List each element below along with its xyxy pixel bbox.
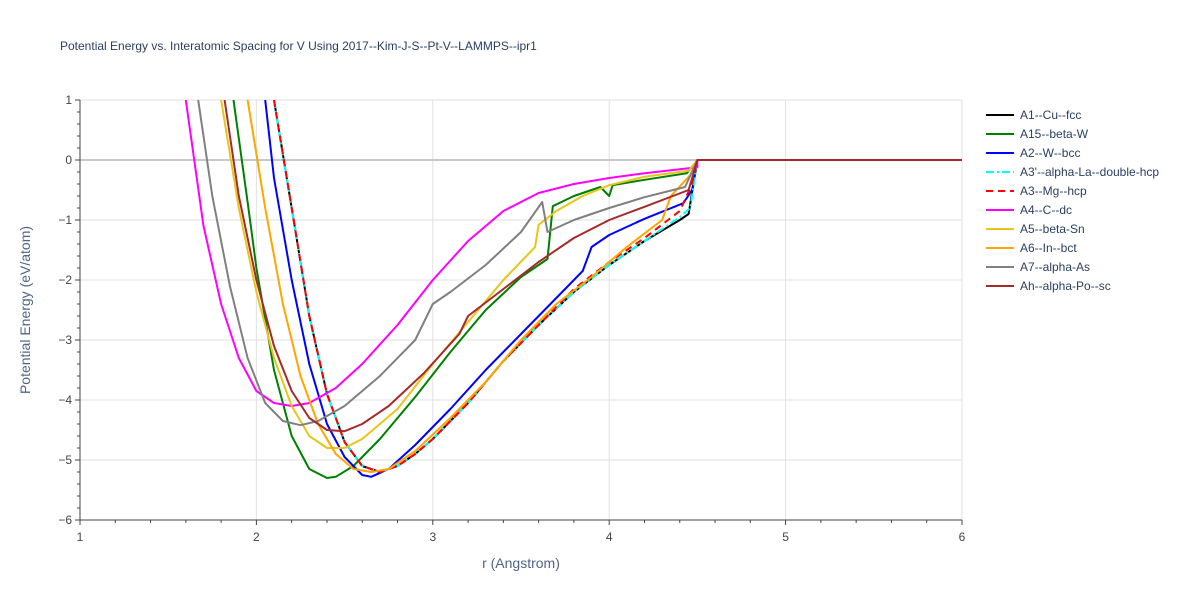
series-line-1 [273, 100, 962, 473]
y-tick-label: −5 [58, 453, 72, 467]
legend-label: A3'--alpha-La--double-hcp [1020, 165, 1159, 179]
series-line-5 [273, 100, 962, 473]
y-tick-label: −2 [58, 273, 72, 287]
series-line-7 [220, 100, 962, 449]
legend-item[interactable]: A4--C--dc [986, 203, 1072, 217]
x-tick-label: 6 [959, 530, 966, 544]
legend-label: A3--Mg--hcp [1020, 184, 1087, 198]
legend[interactable]: A1--Cu--fcc A15--beta-W A2--W--bcc A3'--alp… [986, 108, 1159, 293]
legend-label: A5--beta-Sn [1020, 222, 1085, 236]
x-axis-title: r (Angstrom) [482, 555, 560, 571]
legend-label: Ah--alpha-Po--sc [1020, 279, 1111, 293]
y-tick-label: −4 [58, 393, 72, 407]
y-tick-label: −3 [58, 333, 72, 347]
series-line-6 [184, 100, 962, 407]
legend-item[interactable]: Ah--alpha-Po--sc [986, 279, 1111, 293]
y-axis-title: Potential Energy (eV/atom) [17, 226, 33, 394]
legend-label: A4--C--dc [1020, 203, 1072, 217]
x-tick-label: 1 [77, 530, 84, 544]
series-line-9 [197, 100, 962, 427]
series-layer [184, 100, 962, 479]
legend-item[interactable]: A7--alpha-As [986, 260, 1090, 274]
chart-title: Potential Energy vs. Interatomic Spacing… [60, 39, 537, 53]
x-tick-label: 2 [253, 530, 260, 544]
series-line-3 [264, 100, 962, 478]
legend-item[interactable]: A5--beta-Sn [986, 222, 1085, 236]
legend-item[interactable]: A6--In--bct [986, 241, 1077, 255]
legend-label: A7--alpha-As [1020, 260, 1090, 274]
legend-item[interactable]: A3--Mg--hcp [986, 184, 1087, 198]
legend-label: A6--In--bct [1020, 241, 1077, 255]
x-tick-label: 3 [429, 530, 436, 544]
axis-layer: 1 2 3 4 5 6 −6 −5 −4 −3 −2 −1 0 1 [58, 93, 965, 544]
legend-label: A1--Cu--fcc [1020, 108, 1081, 122]
y-tick-label: 0 [65, 153, 72, 167]
series-line-10 [223, 100, 962, 433]
legend-item[interactable]: A15--beta-W [986, 127, 1089, 141]
legend-item[interactable]: A2--W--bcc [986, 146, 1080, 160]
x-tick-label: 5 [782, 530, 789, 544]
x-tick-label: 4 [606, 530, 613, 544]
y-tick-label: −1 [58, 213, 72, 227]
legend-item[interactable]: A3'--alpha-La--double-hcp [986, 165, 1159, 179]
series-line-2 [232, 100, 962, 479]
legend-label: A15--beta-W [1020, 127, 1089, 141]
y-tick-label: 1 [65, 93, 72, 107]
series-line-4 [273, 100, 962, 473]
legend-item[interactable]: A1--Cu--fcc [986, 108, 1081, 122]
y-tick-label: −6 [58, 513, 72, 527]
grid-layer [80, 99, 963, 520]
series-line-8 [246, 100, 962, 473]
legend-label: A2--W--bcc [1020, 146, 1080, 160]
